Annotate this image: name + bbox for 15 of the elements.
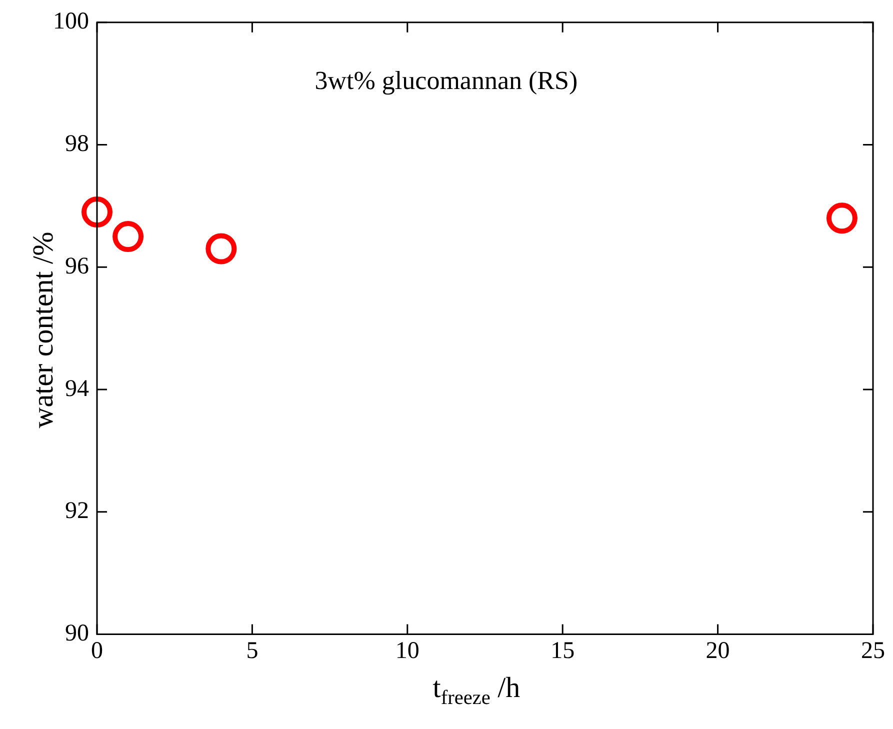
y-tick-label: 94 (65, 376, 89, 402)
y-tick-label: 100 (53, 8, 89, 35)
annotation: 3wt% glucomannan (RS) (314, 66, 578, 96)
y-tick-label: 96 (65, 253, 89, 280)
x-tick-label: 10 (395, 638, 420, 664)
x-tick-label: 0 (91, 638, 103, 664)
x-tick-label: 15 (550, 638, 575, 664)
x-tick-label: 25 (861, 638, 885, 664)
x-tick-label: 5 (246, 638, 258, 664)
y-axis-title: water content /% (28, 232, 60, 428)
x-tick-label: 20 (706, 638, 730, 664)
x-axis-title: t$_{freeze}$ /h (432, 672, 522, 710)
y-tick-label: 92 (65, 498, 89, 524)
y-tick-label: 90 (65, 620, 89, 646)
y-tick-label: 98 (65, 131, 89, 158)
